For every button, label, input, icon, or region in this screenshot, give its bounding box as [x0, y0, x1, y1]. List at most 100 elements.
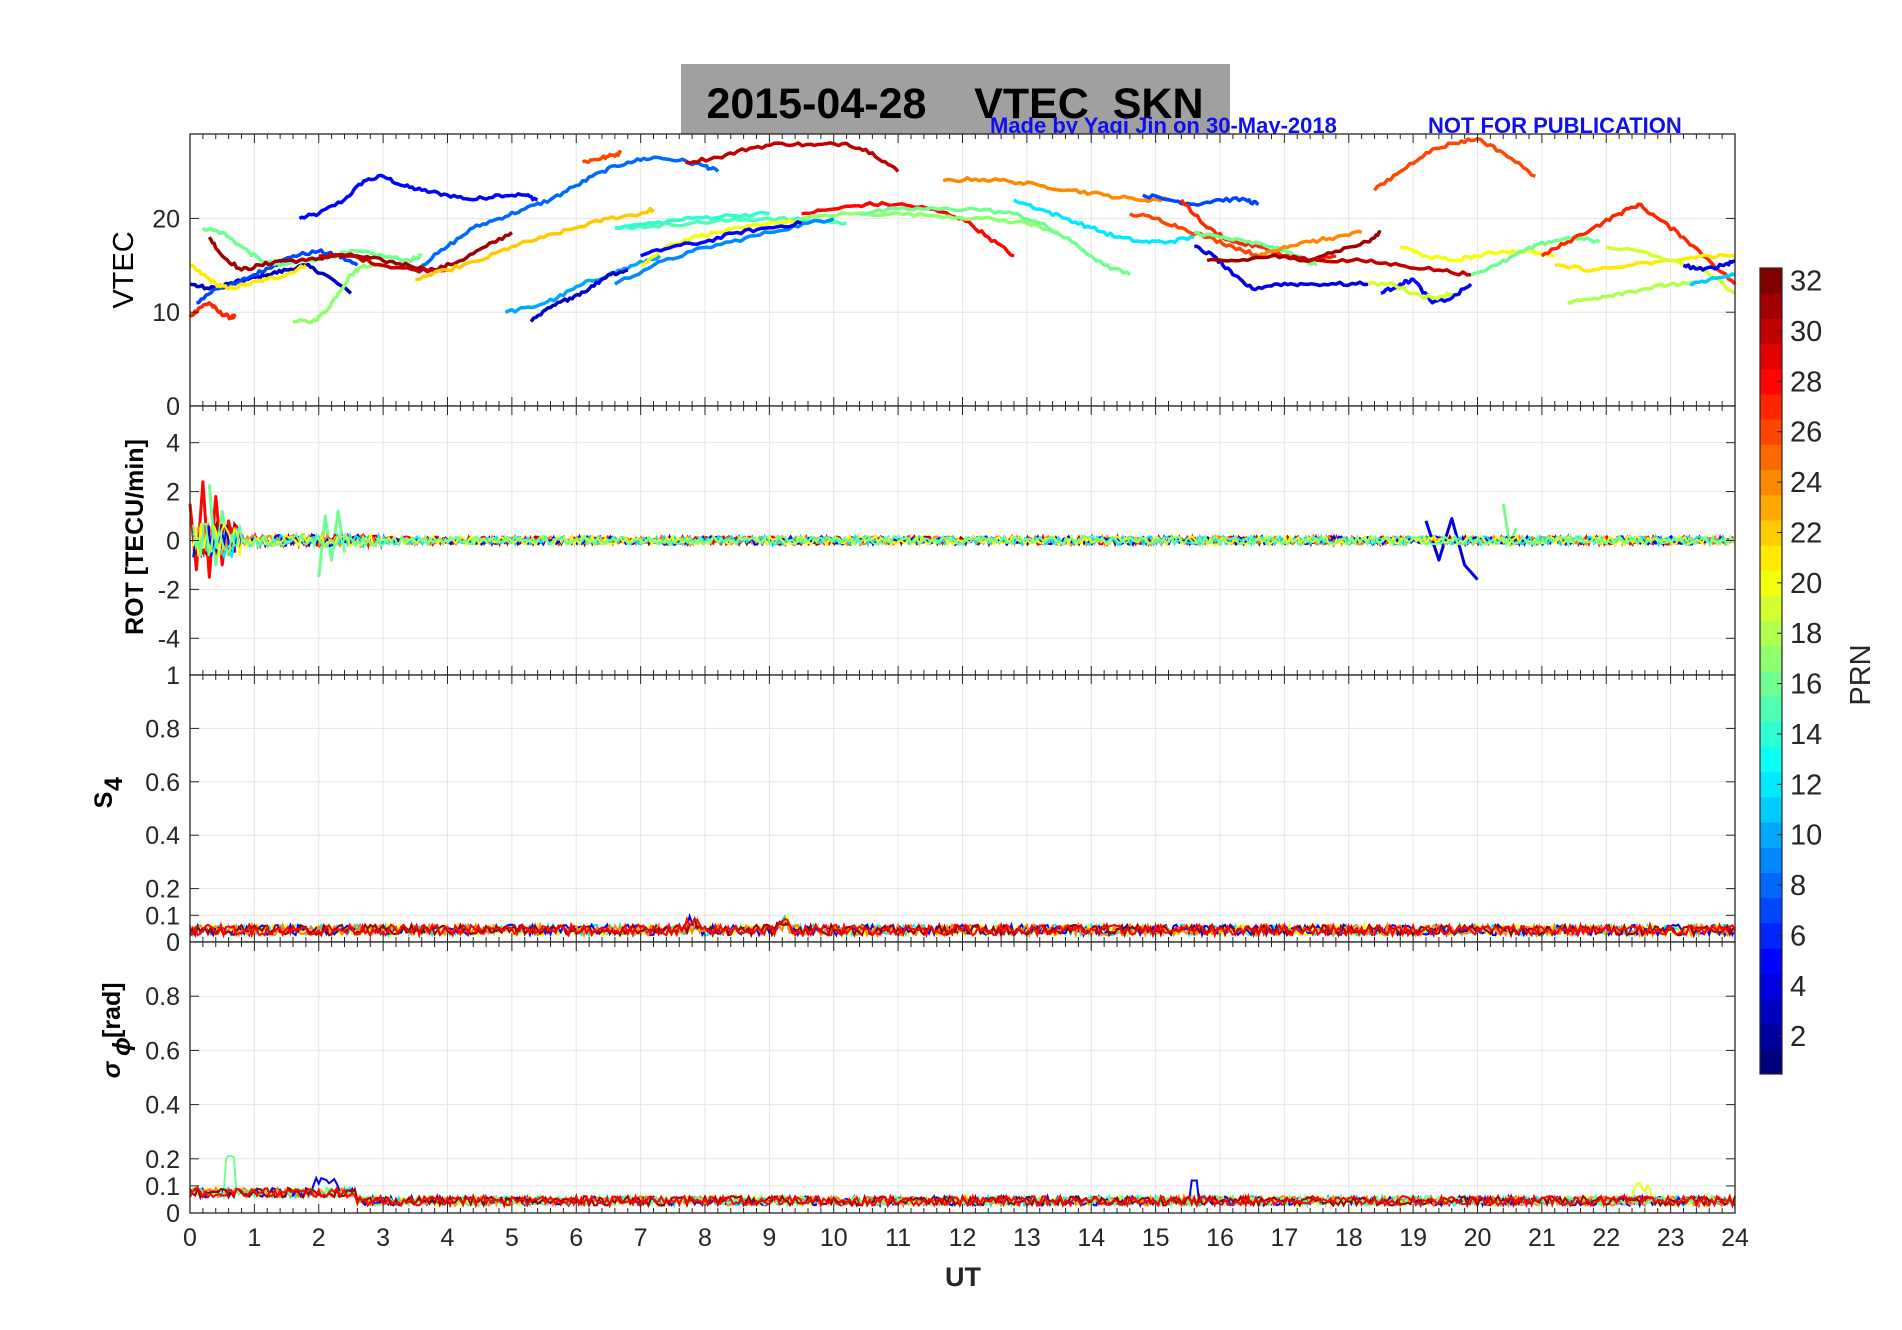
x-tick-label: 9 — [762, 1224, 776, 1252]
colorbar-segment — [1760, 494, 1782, 521]
colorbar-segment — [1760, 721, 1782, 748]
svg-text:S: S — [90, 792, 118, 809]
series-line-prn-20 — [1399, 244, 1555, 263]
colorbar-tick-label: 32 — [1790, 266, 1822, 298]
colorbar-tick-label: 30 — [1790, 316, 1822, 348]
y-tick-label: 0 — [166, 929, 180, 957]
y-axis-label-rot: ROT [TECU/min] — [121, 439, 149, 635]
colorbar-segment — [1760, 318, 1782, 345]
y-tick-label: -2 — [158, 576, 180, 604]
colorbar-segment — [1760, 1023, 1782, 1050]
series-line-prn-21 — [1554, 253, 1736, 273]
colorbar-tick-label: 20 — [1790, 568, 1822, 600]
colorbar-frame — [1759, 267, 1783, 1075]
y-tick-label: 0.4 — [145, 1092, 180, 1120]
chart-title: 2015-04-28 VTEC SKN — [706, 80, 1203, 128]
x-tick-label: 2 — [312, 1224, 326, 1252]
colorbar-segment — [1760, 922, 1782, 949]
colorbar-segment — [1760, 973, 1782, 999]
s4-panel: 00.10.2 0.4 0.6 0.8 1 — [145, 662, 1736, 957]
y-tick-label: 0.4 — [145, 822, 180, 850]
colorbar-segment — [1760, 570, 1782, 596]
colorbar-segment — [1760, 796, 1782, 823]
x-axis-label: UT — [945, 1262, 981, 1292]
colorbar-segment — [1760, 519, 1782, 546]
x-tick-label: 17 — [1270, 1224, 1298, 1252]
series-line-prn-20 — [640, 218, 802, 267]
x-tick-label: 24 — [1721, 1224, 1749, 1252]
y-tick-label: 0.2 — [145, 1146, 180, 1174]
x-tick-label: 1 — [247, 1224, 261, 1252]
series-line-prn-7 — [1141, 193, 1260, 207]
series-line-prn-30 — [685, 141, 900, 173]
colorbar-segment — [1760, 444, 1782, 470]
sigma-trace-prn-28 — [189, 1185, 1736, 1209]
y-tick-label: 0.6 — [145, 1037, 180, 1065]
svg-text:σ: σ — [98, 1060, 126, 1078]
y-axis-label-vtec: VTEC — [108, 231, 140, 308]
colorbar-segment — [1760, 545, 1782, 571]
x-tick-label: 4 — [441, 1224, 455, 1252]
x-tick-label: 5 — [505, 1224, 519, 1252]
colorbar-tick-label: 22 — [1790, 517, 1822, 549]
colorbar-segment — [1760, 746, 1782, 773]
colorbar-segment — [1760, 620, 1782, 647]
colorbar-segment — [1760, 998, 1782, 1025]
y-tick-label: 0 — [166, 528, 180, 556]
y-tick-label: 0 — [166, 1200, 180, 1228]
colorbar-label: PRN — [1845, 644, 1877, 705]
x-tick-label: 14 — [1077, 1224, 1105, 1252]
x-tick-label: 22 — [1592, 1224, 1620, 1252]
series-line-prn-17 — [801, 210, 1060, 235]
svg-text:4: 4 — [100, 777, 128, 791]
colorbar-segment — [1760, 696, 1782, 722]
series-line-prn-12 — [1012, 198, 1195, 245]
series-line-prn-5 — [639, 220, 803, 258]
colorbar-segment — [1760, 595, 1782, 622]
series-line-prn-18 — [1567, 280, 1698, 305]
series-line-prn-28 — [801, 200, 1015, 258]
y-axis-label-sigma-phi: σ ϕ [rad] — [98, 982, 136, 1078]
series-line-prn-9 — [613, 216, 835, 286]
series-line-prn-11 — [1689, 272, 1736, 287]
colorbar-tick-label: 10 — [1790, 820, 1822, 852]
x-tick-labels: 0 1 2 3 4 5 6 7 8 9 10 11 12 13 14 15 16 17 18 19 20 21 22 23 24 — [183, 1224, 1749, 1252]
series-line-prn-26 — [581, 149, 623, 165]
rot-panel: -4 -2 0 2 4 — [158, 405, 1736, 676]
series-line-prn-19 — [1367, 280, 1454, 301]
y-tick-label: -4 — [158, 625, 180, 653]
colorbar-segment — [1760, 872, 1782, 899]
colorbar-segment — [1760, 469, 1782, 496]
colorbar-segment — [1760, 343, 1782, 370]
x-tick-label: 21 — [1528, 1224, 1556, 1252]
series-line-prn-24 — [1257, 229, 1363, 258]
colorbar-tick-label: 8 — [1790, 870, 1806, 902]
y-tick-label: 0.1 — [145, 902, 180, 930]
series-line-prn-3 — [529, 268, 629, 323]
colorbar-tick-label: 2 — [1790, 1021, 1806, 1053]
colorbar-segment — [1760, 268, 1782, 294]
y-tick-label: 0.1 — [145, 1173, 180, 1201]
y-tick-label: 20 — [152, 205, 180, 233]
series-line-prn-17 — [292, 262, 384, 325]
colorbar-tick-label: 24 — [1790, 467, 1822, 499]
series-group — [188, 136, 1737, 325]
colorbar-segment — [1760, 671, 1782, 697]
x-tick-label: 11 — [885, 1224, 911, 1252]
series-line-prn-26 — [1129, 212, 1260, 258]
y-tick-label: 0.6 — [145, 769, 180, 797]
sigma-phi-panel: 00.10.2 0.4 0.6 0.8 — [145, 941, 1736, 1228]
colorbar-segment — [1760, 847, 1782, 873]
vtec-panel: 0 10 20 — [152, 133, 1737, 421]
x-tick-label: 16 — [1206, 1224, 1234, 1252]
series-line-prn-10 — [504, 254, 662, 314]
series-line-prn-22 — [415, 206, 655, 282]
colorbar-tick-label: 12 — [1790, 769, 1822, 801]
colorbar-segment — [1760, 393, 1782, 420]
series-line-prn-21 — [189, 263, 308, 291]
s4-trace-prn-28 — [189, 915, 1736, 940]
y-tick-label: 0.2 — [145, 876, 180, 904]
title-box — [681, 64, 1230, 135]
colorbar-tick-label: 18 — [1790, 618, 1822, 650]
